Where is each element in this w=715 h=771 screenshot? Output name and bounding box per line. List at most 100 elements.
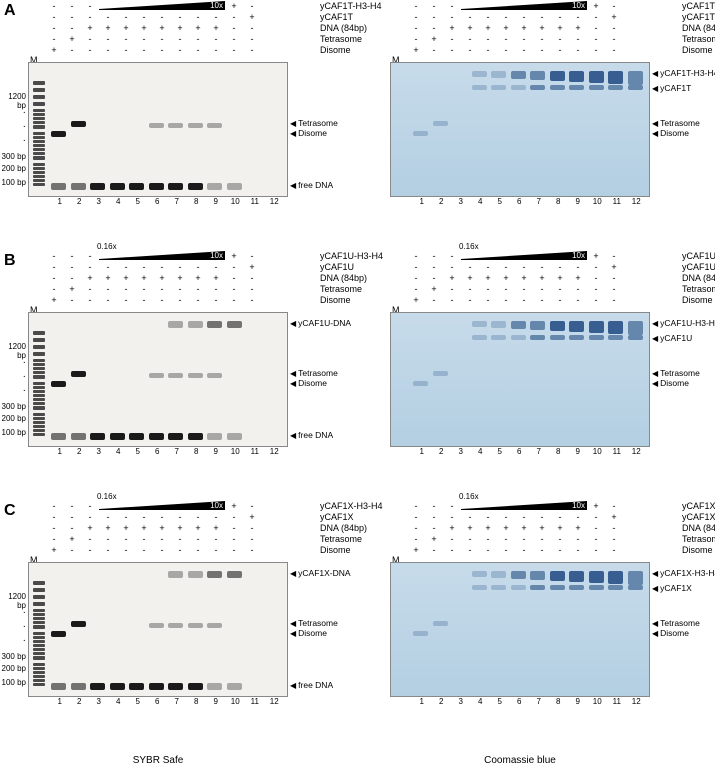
header-symbol: - bbox=[45, 34, 63, 44]
header-symbol: + bbox=[515, 23, 533, 33]
lane-number: 5 bbox=[490, 697, 510, 709]
header-symbol: - bbox=[533, 34, 551, 44]
header-symbol: - bbox=[587, 273, 605, 283]
header-row: --++++++++--DNA (84bp) bbox=[45, 22, 350, 33]
header-symbol: - bbox=[587, 284, 605, 294]
header-symbol: - bbox=[225, 523, 243, 533]
header-symbol: + bbox=[225, 251, 243, 261]
gradient-wedge: 0.16x10x bbox=[461, 1, 587, 9]
header-symbol: + bbox=[207, 523, 225, 533]
header-symbol: + bbox=[45, 545, 63, 555]
arrow-label: Tetrasome bbox=[290, 118, 338, 128]
header-symbol: - bbox=[443, 512, 461, 522]
half-coomassie: ---0.16x10x+-yCAF1T-H3-H4-----------+yCA… bbox=[362, 0, 712, 209]
header-symbol: + bbox=[99, 23, 117, 33]
band-complex bbox=[530, 571, 545, 580]
header-symbol: - bbox=[605, 251, 623, 261]
header-symbol: - bbox=[407, 251, 425, 261]
header-symbol: + bbox=[243, 12, 261, 22]
lane-number: 11 bbox=[607, 447, 627, 459]
header-symbol: - bbox=[407, 501, 425, 511]
header-symbol: - bbox=[117, 512, 135, 522]
header-symbol: - bbox=[63, 273, 81, 283]
lane-numbers: 123456789101112 bbox=[390, 447, 650, 459]
header-symbol: + bbox=[243, 512, 261, 522]
lane-number: 11 bbox=[607, 697, 627, 709]
header-symbol: - bbox=[45, 523, 63, 533]
header-symbol: - bbox=[425, 501, 443, 511]
header-symbol: - bbox=[425, 545, 443, 555]
header-symbol: - bbox=[461, 545, 479, 555]
arrow-label: yCAF1T-H3-H4 bbox=[652, 68, 715, 78]
header-symbol: - bbox=[551, 545, 569, 555]
band-shifted bbox=[207, 373, 222, 378]
header-symbol: - bbox=[479, 262, 497, 272]
header-symbol: - bbox=[605, 534, 623, 544]
lane-number: 3 bbox=[451, 447, 471, 459]
band-free-dna bbox=[129, 433, 144, 440]
header-symbol: - bbox=[425, 45, 443, 55]
band-free-dna bbox=[110, 683, 125, 690]
lane-numbers: 123456789101112 bbox=[28, 197, 288, 209]
header-row: -----------+yCAF1U bbox=[45, 261, 350, 272]
header-symbol: - bbox=[515, 12, 533, 22]
header-row: -+----------Tetrasome bbox=[45, 33, 350, 44]
band-shifted bbox=[168, 123, 183, 128]
header-row: --++++++++--DNA (84bp) bbox=[45, 272, 350, 283]
header-symbol: - bbox=[225, 545, 243, 555]
header-symbol: + bbox=[117, 23, 135, 33]
band-apo bbox=[550, 585, 565, 590]
band-apo bbox=[628, 335, 643, 340]
header-symbol: - bbox=[443, 251, 461, 261]
header-symbol: - bbox=[243, 295, 261, 305]
band-shifted bbox=[149, 123, 164, 128]
header-symbol: - bbox=[189, 284, 207, 294]
header-symbol: - bbox=[63, 1, 81, 11]
band-complex-dna bbox=[188, 571, 203, 578]
band-apo bbox=[589, 585, 604, 590]
lane-number: 5 bbox=[490, 447, 510, 459]
header-symbol: - bbox=[189, 12, 207, 22]
header-symbol: - bbox=[407, 273, 425, 283]
panel-B: B---0.16x10x+-yCAF1U-H3-H4-----------+yC… bbox=[0, 250, 715, 495]
header-symbol: - bbox=[587, 45, 605, 55]
header-symbol: - bbox=[425, 512, 443, 522]
header-row: ---0.16x10x+-yCAF1T-H3-H4 bbox=[45, 0, 350, 11]
header-symbol: - bbox=[225, 12, 243, 22]
header-symbol: - bbox=[63, 262, 81, 272]
header-symbol: - bbox=[135, 34, 153, 44]
ladder bbox=[33, 581, 45, 691]
header-symbol: + bbox=[99, 523, 117, 533]
header-symbol: - bbox=[81, 545, 99, 555]
band-shifted bbox=[168, 373, 183, 378]
lane-number: 4 bbox=[109, 697, 129, 709]
header-symbol: + bbox=[497, 273, 515, 283]
header-row: +-----------Disome bbox=[407, 294, 712, 305]
arrow-label: Tetrasome bbox=[652, 118, 700, 128]
lane-number: 3 bbox=[89, 697, 109, 709]
bp-label: 100 bp bbox=[0, 678, 26, 687]
band-shifted bbox=[207, 623, 222, 628]
lane-number: 2 bbox=[70, 447, 90, 459]
header-row-label: yCAF1X bbox=[682, 512, 715, 522]
lane-number: 2 bbox=[70, 697, 90, 709]
header-symbol: - bbox=[225, 273, 243, 283]
header-symbol: - bbox=[63, 512, 81, 522]
header-symbol: - bbox=[171, 295, 189, 305]
header-symbol: + bbox=[587, 251, 605, 261]
header-symbol: - bbox=[587, 34, 605, 44]
header-symbol: - bbox=[243, 23, 261, 33]
header-symbol: + bbox=[587, 501, 605, 511]
header-symbol: - bbox=[443, 34, 461, 44]
band-disome bbox=[51, 631, 66, 637]
header-symbol: + bbox=[407, 545, 425, 555]
band-apo bbox=[530, 585, 545, 590]
bp-label: 100 bp bbox=[0, 178, 26, 187]
band-free-dna bbox=[110, 183, 125, 190]
lane-number: 4 bbox=[471, 697, 491, 709]
header-row-label: Disome bbox=[682, 545, 713, 555]
band-free-dna bbox=[149, 433, 164, 440]
header-symbol: - bbox=[117, 545, 135, 555]
bp-label: 300 bp bbox=[0, 402, 26, 411]
header-symbol: - bbox=[461, 34, 479, 44]
